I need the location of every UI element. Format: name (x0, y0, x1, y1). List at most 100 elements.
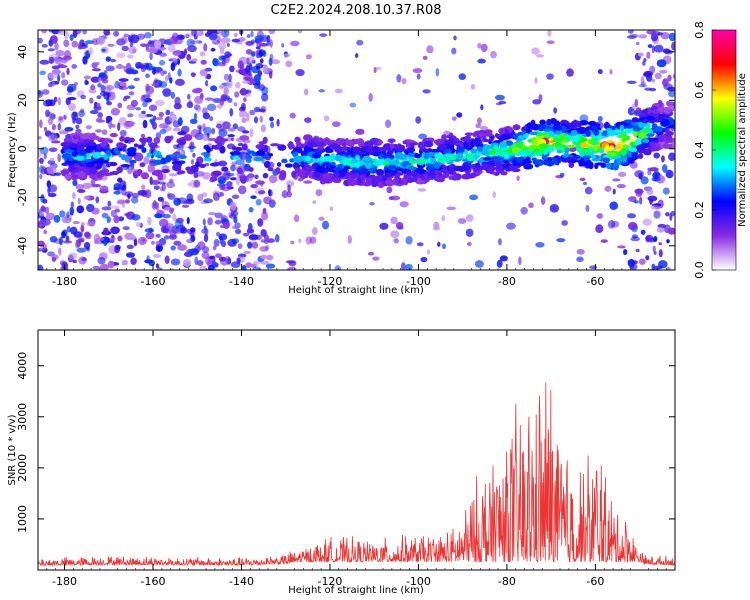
spectrogram-cell (630, 236, 641, 242)
spectrogram-cell (323, 115, 330, 122)
spectrogram-cell (60, 79, 69, 86)
spectrogram-cell (253, 156, 264, 162)
spectrogram-cell (652, 237, 657, 242)
spectrogram-cell (107, 43, 115, 47)
spectrogram-cell (290, 240, 295, 245)
spectrogram-cell (623, 249, 628, 256)
spectrogram-cell (635, 41, 640, 46)
spectrogram-cell (651, 176, 661, 182)
spectrogram-cell (255, 234, 262, 241)
spectrogram-cell (612, 188, 616, 195)
spectrogram-cell (281, 158, 288, 164)
spectrogram-cell (206, 137, 217, 142)
spectrogram-cell (143, 156, 150, 165)
spectrogram-cell (535, 54, 544, 58)
spectrogram-cell (237, 126, 246, 132)
spectrogram-cell (57, 30, 67, 36)
spectrogram-cell (64, 126, 74, 132)
spectrogram-cell (642, 138, 650, 144)
spectrogram-cell (191, 30, 197, 37)
spectrogram-cell (203, 126, 213, 136)
spectrogram-cell (175, 228, 182, 234)
spectrogram-cell (354, 161, 361, 169)
spectrogram-cell (516, 175, 520, 182)
spectrogram-cell (255, 198, 262, 206)
spectrogram-cell (135, 222, 142, 228)
spectrogram-cell (133, 77, 140, 82)
spectrogram-cell (151, 201, 159, 210)
spectrogram-cell (153, 66, 163, 72)
spectrogram-cell (202, 112, 211, 120)
spectrogram-cell (66, 92, 72, 96)
spectrogram-cell (236, 257, 241, 264)
spectrogram-cell (658, 134, 664, 142)
spectrogram-cell (101, 148, 107, 152)
spectrogram-cell (297, 150, 304, 154)
spectrogram-cell (170, 58, 179, 62)
spectrogram-cell (323, 138, 331, 145)
spectrogram-cell (210, 85, 218, 92)
spectrogram-cell (151, 171, 159, 176)
spectrogram-cell (60, 169, 70, 174)
spectrogram-cell (169, 113, 177, 123)
spectrogram-cell (489, 149, 497, 156)
spectrogram-cell (241, 117, 247, 123)
spectrogram-cell (103, 91, 110, 100)
spectrogram-cell (68, 102, 76, 111)
spectrogram-cell (96, 144, 102, 151)
spectrogram-cell (375, 168, 385, 176)
spectrogram-cell (148, 227, 153, 233)
spectrogram-cell (239, 87, 247, 96)
spectrogram-cell (119, 129, 127, 137)
spectrogram-cell (47, 48, 56, 52)
spectrogram-cell (276, 162, 282, 167)
spectrogram-cell (204, 97, 215, 101)
spectrogram-cell (668, 152, 675, 162)
spectrogram-cell (582, 149, 589, 154)
spectrogram-cell (165, 155, 172, 163)
spectrogram-cell (538, 94, 543, 102)
spectrogram-cell (167, 193, 176, 200)
spectrogram-cell (129, 159, 137, 164)
chart-title: C2E2.2024.208.10.37.R08 (270, 3, 441, 18)
snr-y-tick-label: 3000 (16, 403, 29, 431)
spectrogram-cell (627, 106, 635, 116)
spectrogram-cell (176, 170, 183, 175)
spectrogram-cell (77, 150, 88, 156)
spectrogram-cell (144, 62, 149, 69)
spectrogram-cell (51, 123, 56, 131)
spectrogram-cell (407, 170, 412, 176)
spectrogram-cell (442, 169, 449, 174)
spectrogram-cell (183, 258, 191, 267)
spectrogram-cell (545, 157, 554, 162)
spectrogram-cell (65, 235, 70, 243)
spectrogram-cell (192, 58, 198, 62)
spectrogram-cell (500, 133, 511, 141)
spectrogram-cell (595, 224, 604, 233)
spectrogram-cell (388, 196, 394, 200)
spectrogram-cell (130, 196, 139, 204)
spectrogram-cell (405, 143, 411, 148)
spectrogram-cell (646, 133, 654, 137)
spectrogram-cell (60, 142, 70, 147)
spectrogram-cell (305, 54, 312, 60)
spectrogram-cell (39, 119, 43, 129)
spectrogram-cell (90, 84, 96, 91)
spectrogram-cell (233, 32, 238, 37)
spectrogram-cell (170, 62, 176, 71)
spectrogram-cell (164, 75, 169, 83)
spectrogram-cell (472, 132, 477, 138)
spectrogram-cell (518, 140, 524, 147)
spectrogram-cell (99, 237, 105, 241)
spectrogram-cell (653, 44, 664, 53)
spectrogram-cell (98, 72, 107, 78)
spectrogram-cell (85, 40, 95, 45)
spectrogram-cell (168, 77, 173, 82)
spectrogram-cell (96, 171, 103, 178)
spectrogram-cell (156, 266, 162, 270)
spectrogram-cell (324, 146, 331, 153)
spectrogram-cell (266, 238, 275, 243)
spectrogram-cell (511, 146, 521, 154)
spectrogram-cell (154, 40, 162, 49)
spectrogram-cell (373, 67, 377, 74)
